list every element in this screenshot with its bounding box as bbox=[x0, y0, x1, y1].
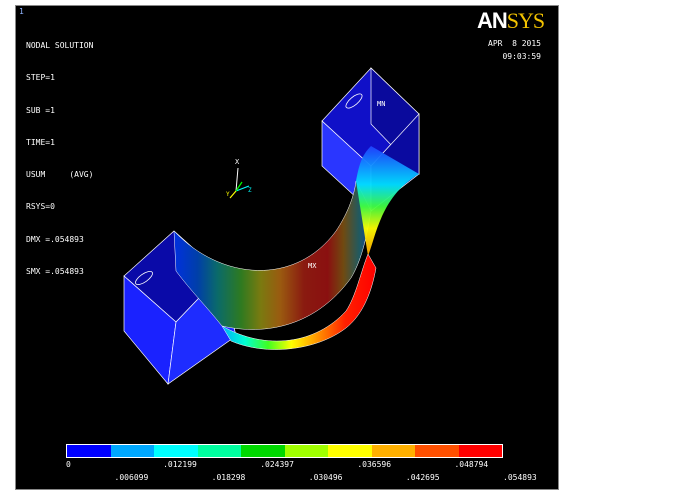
usum-info: USUM (AVG) bbox=[26, 170, 94, 180]
smx-info: SMX =.054893 bbox=[26, 267, 84, 277]
max-marker: MX bbox=[308, 262, 317, 270]
arch-right-arm bbox=[356, 146, 419, 256]
legend-label-bottom-2: .030496 bbox=[308, 473, 343, 482]
legend-swatch-7 bbox=[371, 445, 415, 457]
date-stamp: APR 8 2015 bbox=[488, 39, 541, 48]
triad-y-label: Y bbox=[226, 191, 230, 198]
legend-label-top-2: .024397 bbox=[260, 460, 294, 469]
triad-z-label: Z bbox=[248, 187, 252, 194]
contour-legend bbox=[66, 444, 503, 458]
solution-title: NODAL SOLUTION bbox=[26, 41, 94, 50]
time-stamp: 09:03:59 bbox=[502, 52, 541, 61]
legend-label-top-3: .036596 bbox=[357, 460, 392, 469]
coordinate-triad: X Y Z bbox=[226, 158, 252, 199]
legend-label-top-4: .048794 bbox=[454, 460, 489, 469]
window-number: 1 bbox=[19, 7, 24, 16]
model-view[interactable]: X Y Z MX MN bbox=[16, 6, 558, 489]
legend-swatch-1 bbox=[110, 445, 154, 457]
legend-swatch-5 bbox=[284, 445, 328, 457]
triad-x-label: X bbox=[235, 158, 240, 166]
dmx-info: DMX =.054893 bbox=[26, 234, 84, 244]
legend-swatch-3 bbox=[197, 445, 241, 457]
ansys-logo: ANSYS bbox=[477, 8, 545, 33]
legend-label-bottom-4: .054893 bbox=[503, 473, 537, 482]
step-info: STEP=1 bbox=[26, 73, 55, 83]
graphics-window[interactable]: 1 NODAL SOLUTION STEP=1 SUB =1 TIME=1 US… bbox=[15, 5, 559, 490]
legend-swatch-8 bbox=[415, 445, 459, 457]
legend-swatch-4 bbox=[241, 445, 285, 457]
legend-swatch-6 bbox=[328, 445, 372, 457]
time-info: TIME=1 bbox=[26, 137, 55, 147]
legend-label-bottom-0: .006099 bbox=[114, 473, 149, 482]
legend-label-top-1: .012199 bbox=[163, 460, 197, 469]
legend-swatch-0 bbox=[67, 445, 111, 457]
solution-info: NODAL SOLUTION STEP=1 SUB =1 TIME=1 USUM… bbox=[26, 21, 93, 299]
legend-swatch-9 bbox=[458, 445, 502, 457]
legend-label-bottom-1: .018298 bbox=[211, 473, 246, 482]
arch-front-face bbox=[221, 253, 377, 350]
min-marker: MN bbox=[377, 100, 385, 108]
rsys-info: RSYS=0 bbox=[26, 202, 55, 212]
legend-swatch-2 bbox=[154, 445, 198, 457]
legend-label-top-0: 0 bbox=[66, 460, 71, 469]
legend-label-bottom-3: .042695 bbox=[405, 473, 440, 482]
sub-info: SUB =1 bbox=[26, 105, 55, 115]
